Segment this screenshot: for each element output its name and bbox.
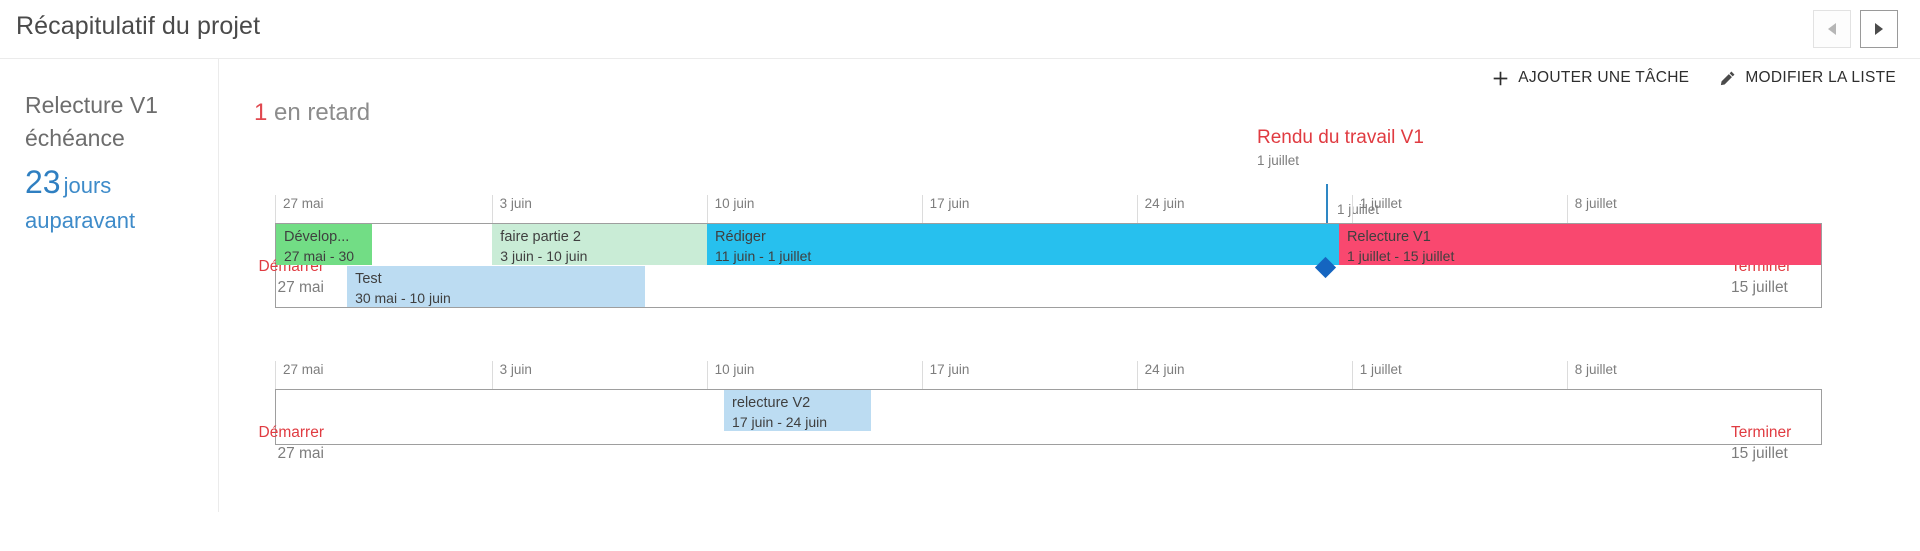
gantt-bar[interactable]: Rédiger 11 juin - 1 juillet: [707, 224, 1339, 265]
summary-panel: Relecture V1 échéance 23 jours auparavant: [0, 59, 219, 512]
summary-ago: auparavant: [25, 207, 136, 233]
summary-count: 23 jours: [25, 162, 200, 204]
gantt-bar-title: Test: [355, 271, 382, 287]
pager-controls: [1813, 10, 1898, 48]
axis-tick: 10 juin: [706, 361, 754, 389]
axis-tick: 3 juin: [491, 195, 532, 223]
summary-days-number: 23: [25, 164, 61, 201]
start-date: 27 mai: [277, 279, 324, 296]
end-label: Terminer: [1731, 424, 1792, 441]
axis-tick: 24 juin: [1136, 361, 1184, 389]
timeline-axis-2: 27 mai 3 juin 10 juin 17 juin 24 juin 1 juill…: [275, 361, 1822, 389]
timeline-axis-1: 27 mai 3 juin 10 juin 17 juin 24 juin 1 juill…: [275, 195, 1822, 223]
axis-tick: 1 juillet: [1351, 195, 1402, 223]
gantt-bar-range: 1 juillet - 15 juillet: [1346, 248, 1455, 264]
gantt-bar[interactable]: faire partie 2 3 juin - 10 juin: [492, 224, 708, 265]
prev-button[interactable]: [1813, 10, 1851, 48]
gantt-bar-title: relecture V2: [732, 395, 811, 411]
gantt-bar[interactable]: relecture V2 17 juin - 24 juin: [724, 390, 871, 431]
start-date: 27 mai: [277, 445, 324, 462]
late-status: 1 en retard: [254, 99, 370, 127]
gantt-bar-range: 30 mai - 10 juin: [355, 290, 451, 306]
axis-tick: 1 juillet: [1351, 361, 1402, 389]
row-start-label-2: Démarrer 27 mai: [259, 422, 324, 464]
gantt-bar[interactable]: Relecture V1 1 juillet - 15 juillet: [1338, 224, 1821, 265]
end-date: 15 juillet: [1731, 445, 1788, 462]
edit-list-button[interactable]: MODIFIER LA LISTE: [1719, 69, 1896, 87]
next-button[interactable]: [1860, 10, 1898, 48]
axis-tick: 10 juin: [706, 195, 754, 223]
axis-tick: 17 juin: [921, 361, 969, 389]
milestone-date: 1 juillet: [1257, 153, 1300, 168]
late-count: 1: [254, 99, 268, 126]
gantt-bar-title: faire partie 2: [500, 229, 581, 245]
gantt-bar-title: Dévelop...: [284, 229, 350, 245]
axis-tick: 27 mai: [275, 361, 324, 389]
gantt-bar-range: 27 mai - 30: [284, 248, 355, 264]
axis-tick: 24 juin: [1136, 195, 1184, 223]
milestone-title: Rendu du travail V1: [1257, 127, 1424, 148]
action-links: AJOUTER UNE TÂCHE MODIFIER LA LISTE: [1492, 69, 1896, 87]
end-date: 15 juillet: [1731, 279, 1788, 296]
axis-tick: 8 juillet: [1566, 361, 1617, 389]
main-area: AJOUTER UNE TÂCHE MODIFIER LA LISTE 1 en…: [220, 59, 1920, 551]
axis-tick: 3 juin: [491, 361, 532, 389]
axis-tick: 8 juillet: [1566, 195, 1617, 223]
milestone-tick-date: 1 juillet: [1337, 202, 1380, 217]
summary-days-unit: jours: [63, 173, 112, 199]
gantt-bar[interactable]: Test 30 mai - 10 juin: [347, 266, 646, 307]
body-wrapper: Relecture V1 échéance 23 jours auparavant…: [0, 59, 1920, 551]
milestone-callout[interactable]: Rendu du travail V1 1 juillet: [1257, 127, 1547, 168]
gantt-bar-range: 3 juin - 10 juin: [500, 248, 588, 264]
gantt-bar-title: Rédiger: [715, 229, 766, 245]
chevron-right-icon: [1875, 23, 1883, 35]
late-text: en retard: [274, 99, 371, 126]
row-end-label-2: Terminer 15 juillet: [1731, 422, 1791, 464]
gantt-grid-2: Démarrer 27 mai Terminer 15 juillet rele…: [259, 389, 1822, 462]
gantt-grid-1: Démarrer 27 mai Terminer 15 juillet Déve…: [259, 223, 1822, 308]
axis-tick: 27 mai: [275, 195, 324, 223]
start-label: Démarrer: [258, 424, 324, 441]
plus-icon: [1493, 71, 1508, 85]
edit-list-label: MODIFIER LA LISTE: [1745, 69, 1896, 86]
gantt-bar-range: 11 juin - 1 juillet: [715, 248, 812, 264]
add-task-label: AJOUTER UNE TÂCHE: [1518, 69, 1690, 86]
gantt-bar-range: 17 juin - 24 juin: [732, 414, 827, 430]
app-header: Récapitulatif du projet: [0, 0, 1920, 59]
chevron-left-icon: [1828, 23, 1836, 35]
page-title: Récapitulatif du projet: [16, 12, 261, 40]
gantt-bar-title: Relecture V1: [1346, 229, 1431, 245]
summary-title: Relecture V1 échéance: [25, 92, 158, 151]
axis-tick: 17 juin: [921, 195, 969, 223]
gantt-bar[interactable]: Dévelop... 27 mai - 30: [276, 224, 372, 265]
add-task-button[interactable]: AJOUTER UNE TÂCHE: [1492, 69, 1689, 87]
pencil-icon: [1721, 71, 1735, 85]
